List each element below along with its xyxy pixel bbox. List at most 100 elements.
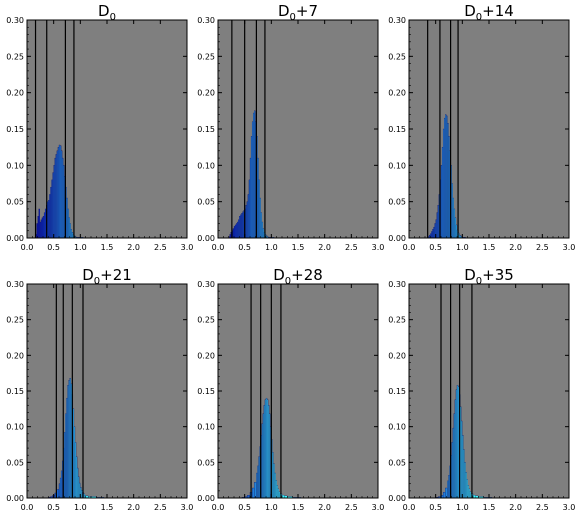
histogram-bar — [263, 405, 266, 499]
y-tick-label: 0.20 — [388, 89, 406, 98]
histogram-bar — [47, 201, 49, 239]
histogram-bar — [452, 427, 454, 499]
histogram-bar — [431, 231, 433, 239]
histogram-bar — [273, 463, 275, 499]
plot-area — [218, 20, 378, 238]
histogram-bar — [454, 399, 457, 499]
histogram-bar — [53, 165, 55, 239]
x-tick-label: 2.0 — [127, 503, 140, 512]
histogram-bar — [69, 378, 71, 499]
title-main: D — [278, 2, 290, 20]
histogram-bar — [83, 493, 85, 499]
panel-title: D0+7 — [278, 2, 318, 23]
histogram-bar — [261, 423, 263, 499]
histogram-bar — [58, 144, 61, 239]
histogram-bar — [436, 212, 438, 239]
title-subscript: 0 — [476, 12, 482, 23]
title-subscript: 0 — [110, 12, 116, 23]
histogram-bar — [247, 194, 250, 239]
histogram-bar — [465, 472, 467, 499]
y-tick-label: 0.05 — [197, 198, 215, 207]
title-suffix: +21 — [100, 266, 132, 284]
histogram-bar — [444, 117, 446, 239]
x-tick-label: 1.0 — [74, 503, 87, 512]
x-tick-label: 2.5 — [345, 243, 358, 252]
y-tick-label: 0.00 — [197, 494, 215, 503]
x-tick-label: 1.5 — [101, 243, 114, 252]
y-tick-label: 0.05 — [388, 458, 406, 467]
x-tick-label: 1.0 — [456, 503, 469, 512]
histogram-bar — [251, 121, 254, 239]
histogram-bar — [460, 406, 462, 499]
histogram-bar — [453, 208, 456, 239]
histogram-bar — [68, 380, 70, 499]
histogram-bar — [76, 467, 79, 499]
histogram-bar — [257, 465, 259, 499]
panel-title: D0+35 — [464, 266, 514, 287]
histogram-bar — [442, 128, 445, 239]
histogram-bar — [248, 179, 251, 239]
panel-2: 0.0 0.5 1.0 1.5 2.0 2.5 3.0 0.00 0.05 0.10 0.15 0.2… — [197, 2, 384, 252]
histogram-bar — [37, 216, 39, 239]
histogram-bar — [57, 147, 60, 239]
histogram-bar — [254, 110, 256, 239]
histogram-bar — [56, 150, 59, 239]
histogram-bar — [256, 472, 258, 499]
title-subscript: 0 — [94, 276, 100, 287]
histogram-bar — [251, 487, 255, 499]
x-tick-label: 2.0 — [509, 503, 522, 512]
x-tick-label: 0.0 — [21, 503, 34, 512]
histogram-bar — [469, 491, 472, 499]
histogram-bar — [440, 165, 443, 239]
histogram-bar — [464, 462, 466, 499]
histogram-bar — [70, 229, 72, 239]
y-tick-label: 0.20 — [197, 351, 215, 360]
histogram-bar — [66, 397, 68, 499]
y-tick-label: 0.25 — [388, 52, 406, 61]
histogram-bar — [69, 223, 71, 239]
y-tick-label: 0.30 — [6, 280, 24, 289]
x-tick-label: 0.0 — [212, 243, 225, 252]
x-tick-label: 0.5 — [238, 243, 251, 252]
y-tick-label: 0.25 — [6, 52, 24, 61]
histogram-bar — [49, 194, 51, 239]
histogram-bar — [43, 212, 46, 239]
histogram-bar — [235, 223, 238, 239]
histogram-bar — [54, 157, 56, 239]
histogram-bar — [65, 413, 67, 499]
panel-1: 0.0 0.5 1.0 1.5 2.0 2.5 3.0 0.00 0.05 0.10 0.15 0.2… — [6, 2, 193, 252]
x-tick-label: 1.5 — [483, 503, 496, 512]
histogram-bar — [249, 157, 252, 239]
x-tick-label: 1.0 — [74, 243, 87, 252]
histogram-bar — [63, 165, 65, 239]
y-tick-label: 0.20 — [388, 351, 406, 360]
y-tick-label: 0.30 — [388, 16, 406, 25]
histogram-bar — [78, 476, 80, 499]
histogram-bar — [275, 480, 277, 499]
histogram-bar — [59, 145, 62, 239]
histogram-bar — [453, 413, 456, 499]
histogram-bar — [58, 483, 61, 499]
histogram-bar — [52, 172, 54, 239]
x-tick-label: 1.0 — [456, 243, 469, 252]
y-tick-label: 0.00 — [6, 494, 24, 503]
title-main: D — [98, 2, 110, 20]
histogram-bar — [272, 452, 274, 499]
histogram-bar — [260, 212, 262, 239]
x-tick-label: 0.5 — [47, 503, 60, 512]
histogram-bar — [278, 491, 281, 499]
histogram-bar — [451, 442, 453, 499]
histogram-bar — [448, 475, 450, 499]
y-tick-label: 0.10 — [197, 423, 215, 432]
histogram-bar — [457, 386, 460, 499]
histogram-bar — [269, 413, 271, 499]
histogram-bar — [445, 114, 447, 239]
histogram-bar — [258, 179, 260, 239]
histogram-bar — [60, 150, 63, 239]
histogram-bar — [441, 147, 444, 239]
histogram-bar — [39, 221, 42, 239]
histogram-bar — [81, 489, 83, 499]
y-tick-label: 0.05 — [6, 198, 24, 207]
x-tick-label: 1.0 — [265, 503, 278, 512]
title-suffix: +14 — [482, 2, 514, 20]
